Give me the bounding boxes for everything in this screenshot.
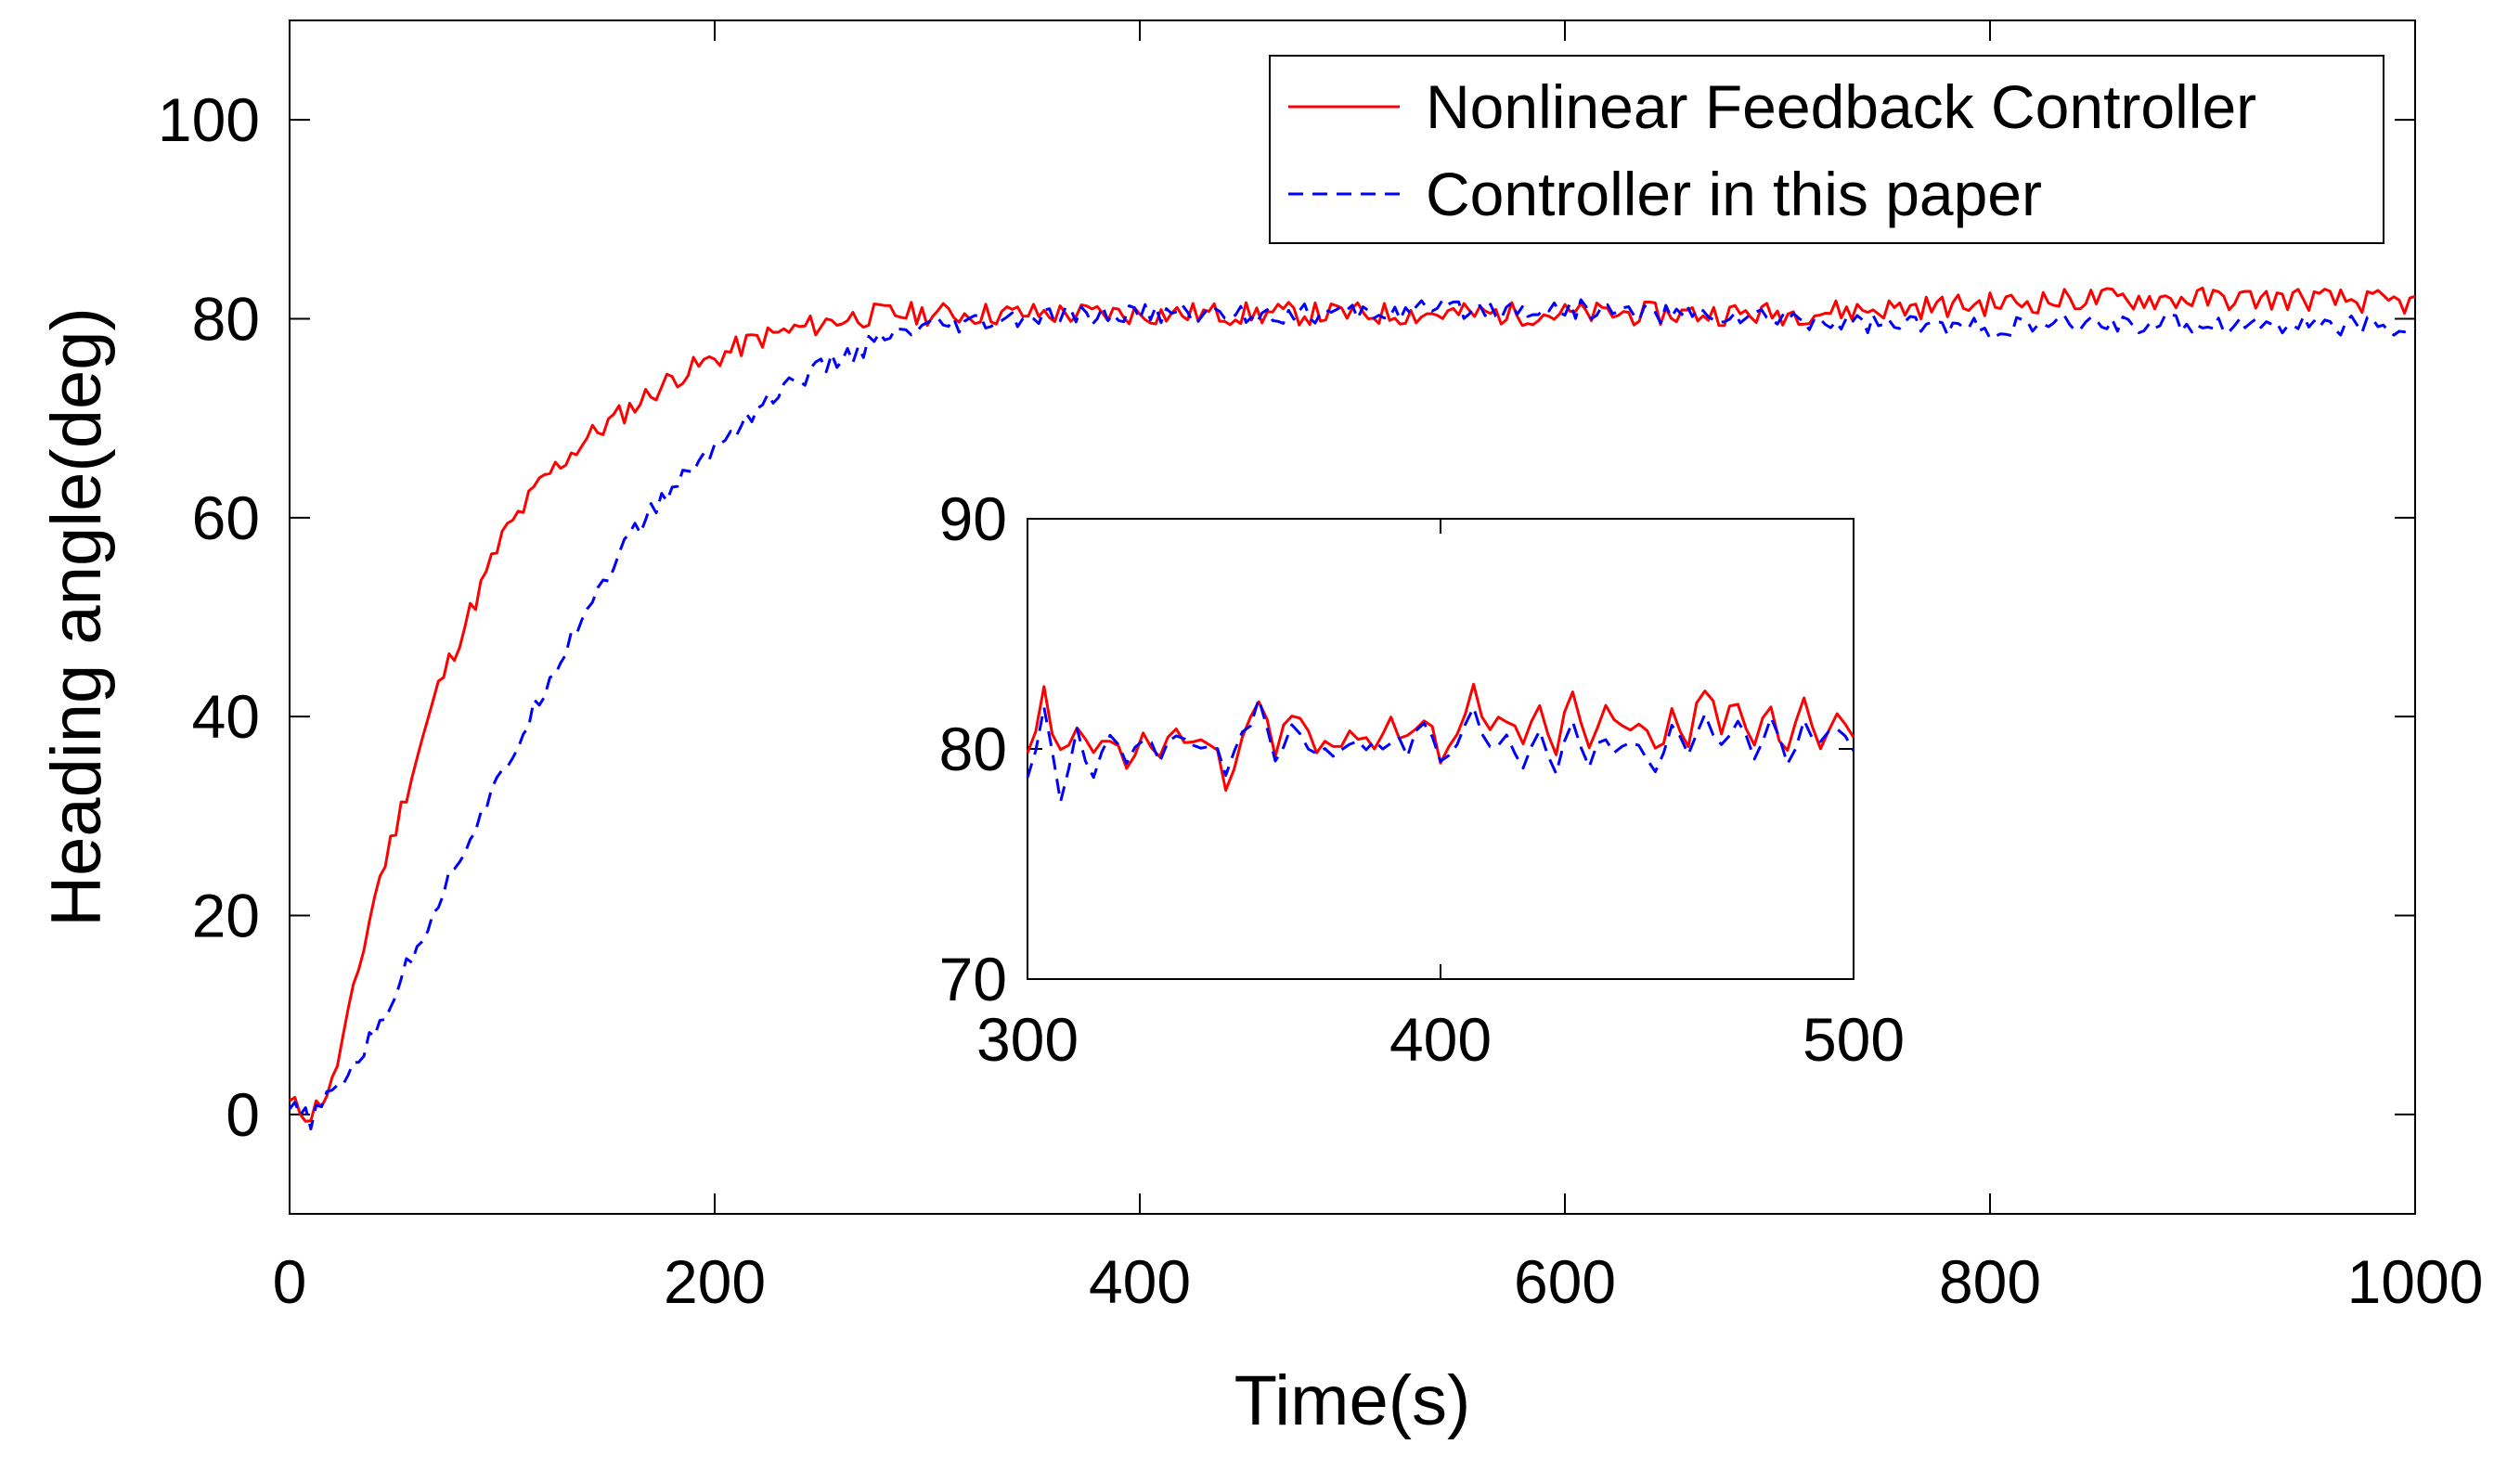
- legend-box: [1269, 55, 2384, 244]
- inset-y-tick-label: 90: [939, 484, 1007, 553]
- x-axis-label: Time(s): [1234, 1361, 1471, 1440]
- main-x-tick-label: 1000: [2347, 1247, 2484, 1316]
- main-y-tick-label: 20: [192, 882, 260, 950]
- main-x-tick-label: 800: [1939, 1247, 2041, 1316]
- main-y-tick-label: 0: [226, 1080, 260, 1149]
- main-x-tick-label: 400: [1089, 1247, 1191, 1316]
- inset-y-tick-label: 80: [939, 715, 1007, 783]
- inset-y-tick-label: 70: [939, 945, 1007, 1013]
- inset-x-tick-label: 500: [1803, 1005, 1905, 1074]
- legend: Nonlinear Feedback Controller Controller…: [1269, 55, 2384, 244]
- legend-label-this-paper: Controller in this paper: [1426, 160, 2042, 228]
- inset-line-nonlinear-feedback: [1026, 682, 1855, 793]
- main-x-tick-label: 0: [273, 1247, 307, 1316]
- main-series-group: [288, 286, 2416, 1131]
- y-axis-label: Heading angle(deg): [37, 307, 116, 927]
- main-x-tick-label: 600: [1514, 1247, 1616, 1316]
- main-y-tick-label: 40: [192, 682, 260, 751]
- inset-x-tick-label: 300: [976, 1005, 1079, 1074]
- inset-line-this-paper: [1026, 697, 1855, 804]
- inset-x-tick-label: 400: [1389, 1005, 1492, 1074]
- main-line-this-paper: [288, 298, 2416, 1131]
- legend-label-nonlinear-feedback: Nonlinear Feedback Controller: [1426, 72, 2256, 141]
- main-x-tick-label: 200: [664, 1247, 766, 1316]
- inset-series-group: [1026, 682, 1855, 804]
- main-y-tick-label: 60: [192, 484, 260, 552]
- main-y-tick-label: 80: [192, 285, 260, 354]
- main-y-tick-label: 100: [158, 85, 260, 154]
